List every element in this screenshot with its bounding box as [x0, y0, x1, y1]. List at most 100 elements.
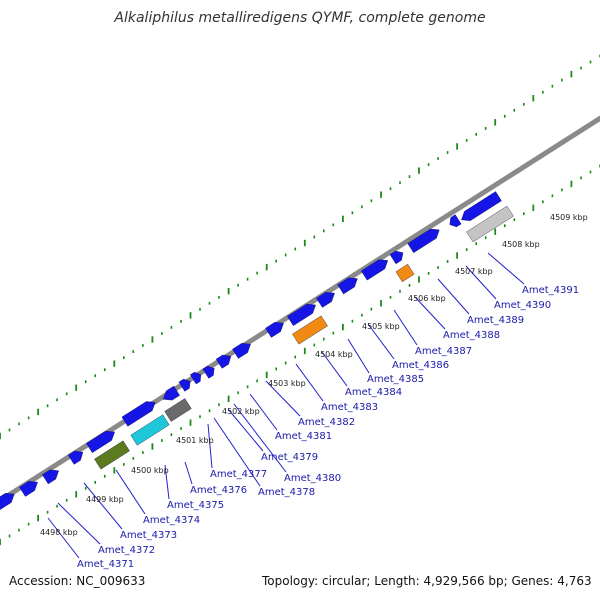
leader-line-Amet_4376 — [184, 461, 193, 485]
gene-label-Amet_4381: Amet_4381 — [275, 431, 332, 442]
genome-title: Alkaliphilus metalliredigens QYMF, compl… — [114, 10, 486, 26]
cds-feature-10 — [202, 365, 215, 379]
gene-label-Amet_4385: Amet_4385 — [367, 374, 424, 385]
misc-feature-shape — [164, 398, 192, 422]
leader-line-Amet_4386 — [367, 323, 395, 360]
kbp-label-4509: 4509 kbp — [550, 213, 588, 222]
cds-feature-1-shape — [0, 493, 15, 511]
cds-feature-6-shape — [121, 401, 156, 427]
misc-feature — [164, 398, 192, 422]
cds-feature-8-shape — [178, 378, 191, 392]
gene-label-Amet_4377: Amet_4377 — [210, 469, 267, 480]
leader-line-Amet_4383 — [295, 363, 324, 402]
leader-line-Amet_4371 — [47, 517, 80, 559]
cds-feature-12 — [232, 343, 251, 359]
cds-feature-21 — [461, 191, 502, 221]
cds-feature-17-shape — [361, 259, 389, 281]
gene-label-Amet_4383: Amet_4383 — [321, 402, 378, 413]
kbp-label-4504: 4504 kbp — [315, 350, 353, 359]
ncrna-feature-2 — [395, 263, 415, 283]
leader-line-Amet_4385 — [347, 338, 370, 374]
kbp-label-4498: 4498 kbp — [40, 528, 78, 537]
cds-feature-20 — [449, 214, 462, 228]
cds-feature-5 — [86, 430, 115, 453]
cds-feature-4 — [67, 450, 84, 465]
gene-label-Amet_4380: Amet_4380 — [284, 473, 341, 484]
gene-label-Amet_4390: Amet_4390 — [494, 300, 551, 311]
cds-feature-16-shape — [337, 277, 358, 295]
cds-feature-13-shape — [265, 322, 284, 338]
kbp-label-4500: 4500 kbp — [131, 466, 169, 475]
rrna-feature — [94, 440, 130, 470]
cds-feature-7 — [163, 385, 180, 401]
cds-feature-11-shape — [215, 354, 232, 369]
topology-text: Topology: circular; Length: 4,929,566 bp… — [262, 574, 592, 588]
gene-label-Amet_4374: Amet_4374 — [143, 515, 200, 526]
pseudogene-feature-shape — [466, 205, 514, 243]
leader-line-Amet_4387 — [393, 309, 418, 346]
gene-label-Amet_4384: Amet_4384 — [345, 387, 402, 398]
kbp-label-4501: 4501 kbp — [176, 436, 214, 445]
gene-label-Amet_4378: Amet_4378 — [258, 487, 315, 498]
gene-labels: Amet_4371 Amet_4372 Amet_4373 Amet_4374 Amet… — [77, 285, 579, 570]
gene-label-Amet_4376: Amet_4376 — [190, 485, 247, 496]
ncrna-feature-1-shape — [292, 315, 328, 345]
leader-line-Amet_4373 — [83, 482, 123, 530]
label-leader-lines — [47, 252, 525, 559]
gene-label-Amet_4389: Amet_4389 — [467, 315, 524, 326]
leader-line-Amet_4372 — [57, 502, 101, 545]
gene-label-Amet_4371: Amet_4371 — [77, 559, 134, 570]
gene-label-Amet_4391: Amet_4391 — [522, 285, 579, 296]
cds-feature-14 — [287, 303, 316, 326]
cds-feature-20-shape — [449, 214, 462, 228]
gene-features — [0, 191, 514, 511]
kbp-label-4502: 4502 kbp — [222, 407, 260, 416]
leader-line-Amet_4379 — [227, 408, 264, 452]
cds-feature-15-shape — [316, 292, 335, 308]
cds-feature-21-shape — [461, 191, 502, 221]
kbp-label-4508: 4508 kbp — [502, 240, 540, 249]
cds-feature-3-shape — [42, 469, 59, 485]
cds-feature-2 — [19, 481, 38, 497]
leader-line-Amet_4382 — [265, 380, 301, 417]
cds-feature-18-shape — [389, 250, 404, 265]
kbp-label-4505: 4505 kbp — [362, 322, 400, 331]
leader-line-Amet_4384 — [321, 351, 348, 387]
cds-feature-3 — [42, 469, 59, 485]
leader-line-Amet_4377 — [207, 423, 213, 469]
cds-feature-5-shape — [86, 430, 115, 453]
leader-line-Amet_4380 — [233, 403, 287, 473]
kbp-label-4503: 4503 kbp — [268, 379, 306, 388]
cds-feature-9 — [190, 371, 201, 385]
cds-feature-10-shape — [202, 365, 215, 379]
cds-feature-12-shape — [232, 343, 251, 359]
cds-feature-16 — [337, 277, 358, 295]
kbp-label-4507: 4507 kbp — [455, 267, 493, 276]
gene-label-Amet_4372: Amet_4372 — [98, 545, 155, 556]
gene-label-Amet_4386: Amet_4386 — [392, 360, 449, 371]
gene-label-Amet_4379: Amet_4379 — [261, 452, 318, 463]
leader-line-Amet_4374 — [115, 469, 146, 515]
cds-feature-2-shape — [19, 481, 38, 497]
cds-feature-4-shape — [67, 450, 84, 465]
kbp-label-4499: 4499 kbp — [86, 495, 124, 504]
cds-feature-18 — [389, 250, 404, 265]
leader-line-Amet_4388 — [414, 296, 446, 330]
cds-feature-8 — [178, 378, 191, 392]
accession-text: Accession: NC_009633 — [9, 574, 146, 588]
kbp-tick-marks — [0, 54, 600, 546]
gene-label-Amet_4375: Amet_4375 — [167, 500, 224, 511]
cds-feature-6 — [121, 401, 156, 427]
ncrna-feature-1 — [292, 315, 328, 345]
trna-feature — [130, 414, 170, 446]
ncrna-feature-2-shape — [395, 263, 415, 283]
leader-line-Amet_4390 — [465, 265, 497, 300]
pseudogene-feature — [466, 205, 514, 243]
leader-line-Amet_4375 — [164, 464, 170, 500]
cds-feature-19-shape — [407, 228, 440, 253]
leader-line-Amet_4378 — [213, 417, 261, 487]
cds-feature-9-shape — [190, 371, 201, 385]
leader-line-Amet_4391 — [487, 252, 525, 285]
